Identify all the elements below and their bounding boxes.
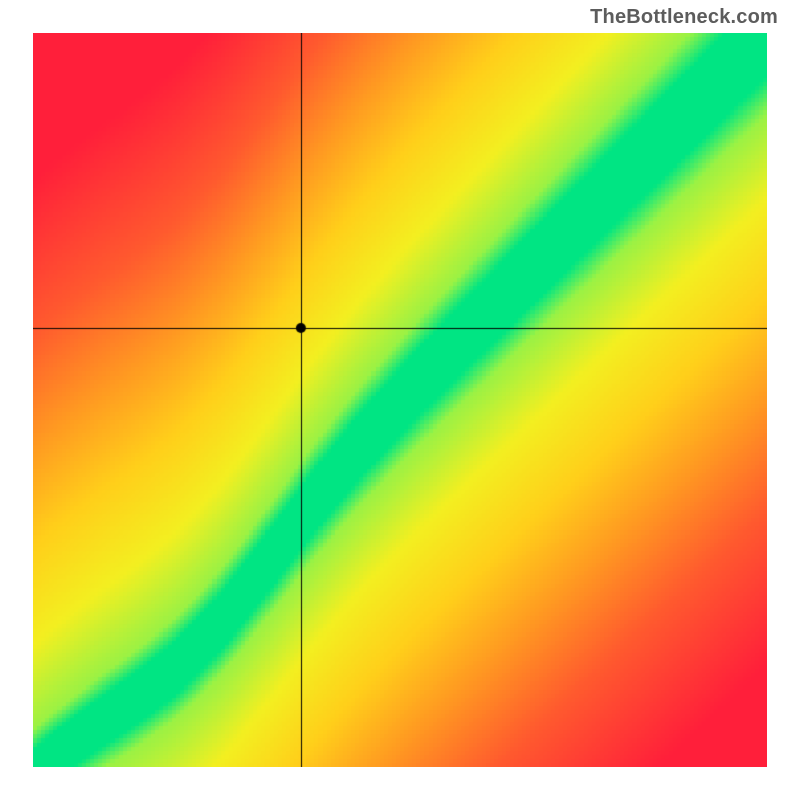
plot-frame bbox=[33, 33, 767, 767]
crosshair-overlay bbox=[33, 33, 767, 767]
attribution-label: TheBottleneck.com bbox=[590, 6, 778, 29]
chart-container: TheBottleneck.com bbox=[0, 0, 800, 800]
